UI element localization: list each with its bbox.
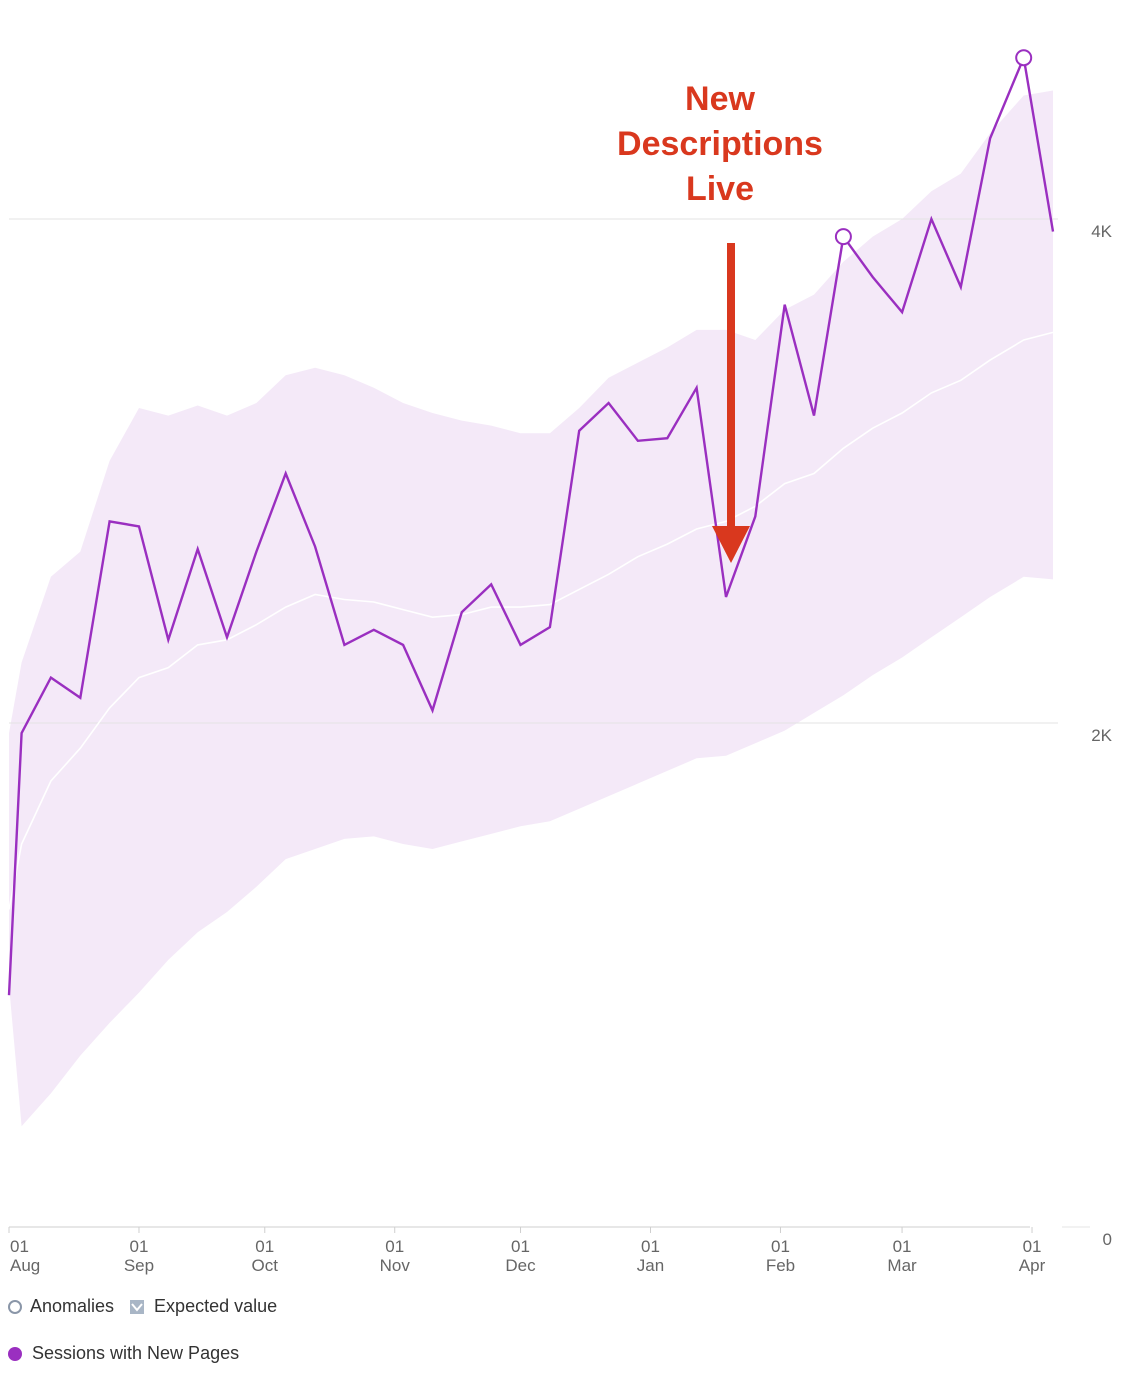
x-tick-day-Sep: 01 [130, 1237, 149, 1256]
x-tick-month-Dec: Dec [505, 1256, 536, 1275]
anomaly-marker-1 [834, 228, 852, 246]
sessions-line [7, 53, 1055, 996]
y-tick-label-2K: 2K [1091, 726, 1112, 745]
legend-series[interactable]: Sessions with New Pages [8, 1343, 239, 1364]
grid-layer [9, 218, 1090, 1228]
x-tick-day-Oct: 01 [255, 1237, 274, 1256]
y-tick-label-4K: 4K [1091, 222, 1112, 241]
expected-range-band-layer [9, 90, 1053, 1127]
series-line-layer [7, 53, 1055, 996]
expected-value-icon [130, 1299, 145, 1314]
legend-row-1: Anomalies Expected value [8, 1296, 293, 1317]
anomaly-marker-2 [1015, 49, 1033, 67]
legend-expected-label: Expected value [154, 1296, 278, 1316]
x-tick-month-Jan: Jan [637, 1256, 664, 1275]
x-tick-month-Mar: Mar [887, 1256, 917, 1275]
x-tick-day-Apr: 01 [1023, 1237, 1042, 1256]
annotation-text-line-1: New [685, 80, 755, 118]
x-tick-day-Aug: 01 [10, 1237, 29, 1256]
legend-row-2: Sessions with New Pages [8, 1343, 255, 1364]
expected-value-line-layer [8, 331, 1054, 910]
x-tick-month-Sep: Sep [124, 1256, 154, 1275]
legend-series-label: Sessions with New Pages [32, 1343, 240, 1363]
x-axis-labels: 01Aug01Sep01Oct01Nov01Dec01Jan01Feb01Mar… [8, 1227, 1046, 1275]
anomaly-circle-icon [8, 1299, 22, 1314]
x-tick-day-Feb: 01 [771, 1237, 790, 1256]
x-tick-day-Jan: 01 [641, 1237, 660, 1256]
anomalies-layer [834, 49, 1033, 246]
expected-value-line [8, 331, 1054, 910]
x-tick-day-Dec: 01 [511, 1237, 530, 1256]
x-tick-month-Apr: Apr [1019, 1256, 1046, 1275]
annotation: New Descriptions Live [617, 80, 823, 563]
annotation-text-line-3: Live [686, 170, 754, 208]
x-tick-month-Nov: Nov [380, 1256, 411, 1275]
x-tick-month-Feb: Feb [766, 1256, 795, 1275]
x-tick-month-Aug: Aug [10, 1256, 40, 1275]
series-dot-icon [8, 1346, 22, 1361]
y-tick-label-0: 0 [1103, 1230, 1112, 1249]
x-tick-day-Mar: 01 [893, 1237, 912, 1256]
legend-anomalies-label: Anomalies [30, 1296, 115, 1316]
annotation-arrow-head [712, 526, 750, 563]
expected-range-band [9, 90, 1053, 1127]
y-axis-labels: 0 2K 4K [1091, 222, 1112, 1249]
x-tick-day-Nov: 01 [385, 1237, 404, 1256]
legend-anomalies[interactable]: Anomalies [8, 1296, 114, 1317]
legend-expected[interactable]: Expected value [130, 1296, 277, 1317]
annotation-text-line-2: Descriptions [617, 125, 823, 163]
x-tick-month-Oct: Oct [252, 1256, 279, 1275]
